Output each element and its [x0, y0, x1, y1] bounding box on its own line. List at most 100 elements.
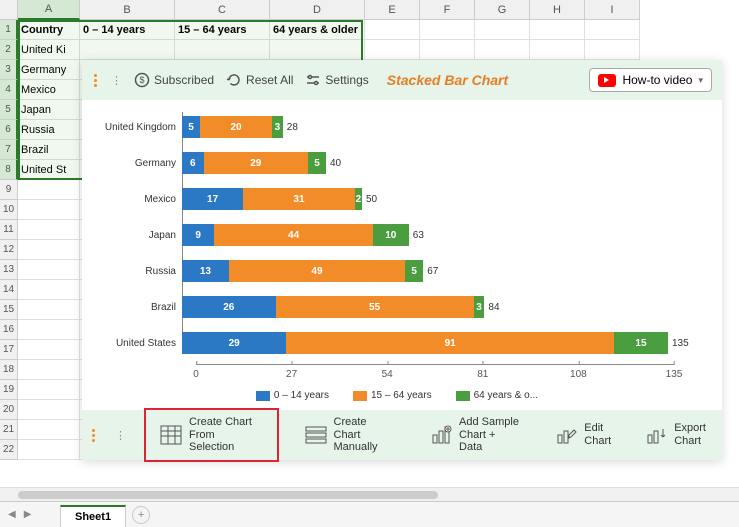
add-sheet-button[interactable]: + — [132, 506, 150, 524]
cell[interactable]: 15 – 64 years — [175, 20, 270, 40]
col-header-C[interactable]: C — [175, 0, 270, 20]
col-header-A[interactable]: A — [18, 0, 80, 20]
row-header[interactable]: 12 — [0, 240, 18, 260]
bar-total: 28 — [287, 122, 298, 133]
cell[interactable]: Brazil — [18, 140, 80, 160]
col-header-H[interactable]: H — [530, 0, 585, 20]
action-bar: ⋮ Create ChartFrom Selection Create Char… — [82, 410, 722, 460]
col-header-F[interactable]: F — [420, 0, 475, 20]
cell[interactable] — [420, 40, 475, 60]
form-icon — [305, 425, 327, 445]
row-header[interactable]: 21 — [0, 420, 18, 440]
horizontal-scrollbar[interactable] — [0, 487, 739, 501]
row-header[interactable]: 16 — [0, 320, 18, 340]
select-all-corner[interactable] — [0, 0, 18, 20]
drag-handle-icon[interactable] — [90, 429, 97, 442]
cell[interactable] — [18, 180, 80, 200]
cell[interactable] — [18, 400, 80, 420]
subscribed-button[interactable]: $ Subscribed — [134, 72, 214, 88]
cell[interactable] — [18, 340, 80, 360]
cell[interactable]: Russia — [18, 120, 80, 140]
cell[interactable] — [18, 280, 80, 300]
row-header[interactable]: 20 — [0, 400, 18, 420]
create-chart-manually-button[interactable]: Create ChartManually — [297, 412, 405, 458]
col-header-D[interactable]: D — [270, 0, 365, 20]
row-header[interactable]: 15 — [0, 300, 18, 320]
add-sample-button[interactable]: Add SampleChart + Data — [422, 412, 529, 458]
row-header[interactable]: 7 — [0, 140, 18, 160]
cell[interactable]: United Ki — [18, 40, 80, 60]
subscribed-label: Subscribed — [154, 73, 214, 87]
cell[interactable] — [365, 40, 420, 60]
cell[interactable]: Country — [18, 20, 80, 40]
bar-track: 1349567 — [182, 260, 698, 282]
dollar-icon: $ — [134, 72, 150, 88]
export-chart-button[interactable]: ExportChart — [637, 418, 714, 451]
row-header[interactable]: 10 — [0, 200, 18, 220]
col-header-I[interactable]: I — [585, 0, 640, 20]
cell[interactable] — [18, 320, 80, 340]
col-header-B[interactable]: B — [80, 0, 175, 20]
next-sheet-icon[interactable]: ▶ — [24, 509, 32, 520]
bar-label: Russia — [96, 266, 182, 277]
row-header[interactable]: 1 — [0, 20, 18, 40]
cell[interactable] — [18, 440, 80, 460]
cell[interactable] — [530, 40, 585, 60]
chart-panel: ⋮ $ Subscribed Reset All Settings Stacke… — [82, 60, 722, 460]
sheet-nav[interactable]: ◀▶ — [8, 509, 31, 520]
howto-video-button[interactable]: How-to video ▾ — [589, 68, 712, 92]
row-header[interactable]: 2 — [0, 40, 18, 60]
col-header-E[interactable]: E — [365, 0, 420, 20]
cell[interactable]: 0 – 14 years — [80, 20, 175, 40]
drag-handle-icon[interactable] — [92, 74, 99, 87]
cell[interactable] — [475, 20, 530, 40]
create-chart-from-selection-button[interactable]: Create ChartFrom Selection — [144, 408, 279, 462]
cell[interactable] — [18, 220, 80, 240]
sheet-tab-active[interactable]: Sheet1 — [60, 505, 126, 527]
cell[interactable]: Germany — [18, 60, 80, 80]
cell[interactable] — [18, 420, 80, 440]
cell[interactable] — [18, 260, 80, 280]
cell[interactable] — [80, 40, 175, 60]
edit-chart-button[interactable]: EditChart — [547, 418, 619, 451]
row-header[interactable]: 9 — [0, 180, 18, 200]
label-l1: Create Chart — [189, 416, 263, 429]
row-header[interactable]: 22 — [0, 440, 18, 460]
cell[interactable] — [270, 40, 365, 60]
row-header[interactable]: 8 — [0, 160, 18, 180]
row-header[interactable]: 3 — [0, 60, 18, 80]
row-header[interactable]: 5 — [0, 100, 18, 120]
row-header[interactable]: 17 — [0, 340, 18, 360]
row-header[interactable]: 6 — [0, 120, 18, 140]
cell[interactable]: Mexico — [18, 80, 80, 100]
cell[interactable] — [475, 40, 530, 60]
bar-total: 50 — [366, 194, 377, 205]
bar-label: Japan — [96, 230, 182, 241]
prev-sheet-icon[interactable]: ◀ — [8, 509, 16, 520]
reset-button[interactable]: Reset All — [226, 72, 293, 88]
cell[interactable] — [18, 360, 80, 380]
cell[interactable] — [18, 300, 80, 320]
cell[interactable] — [18, 200, 80, 220]
cell[interactable] — [585, 20, 640, 40]
bar-row: United States299115135 — [96, 328, 698, 358]
col-header-G[interactable]: G — [475, 0, 530, 20]
cell[interactable] — [18, 380, 80, 400]
settings-button[interactable]: Settings — [305, 72, 368, 88]
cell[interactable] — [18, 240, 80, 260]
row-header[interactable]: 4 — [0, 80, 18, 100]
row-header[interactable]: 14 — [0, 280, 18, 300]
row-header[interactable]: 19 — [0, 380, 18, 400]
cell[interactable] — [365, 20, 420, 40]
cell[interactable]: 64 years & older — [270, 20, 365, 40]
cell[interactable]: Japan — [18, 100, 80, 120]
row-header[interactable]: 18 — [0, 360, 18, 380]
cell[interactable] — [175, 40, 270, 60]
row-header[interactable]: 11 — [0, 220, 18, 240]
scrollbar-thumb[interactable] — [18, 491, 438, 499]
row-header[interactable]: 13 — [0, 260, 18, 280]
cell[interactable] — [585, 40, 640, 60]
cell[interactable] — [420, 20, 475, 40]
cell[interactable] — [530, 20, 585, 40]
cell[interactable]: United St — [18, 160, 80, 180]
